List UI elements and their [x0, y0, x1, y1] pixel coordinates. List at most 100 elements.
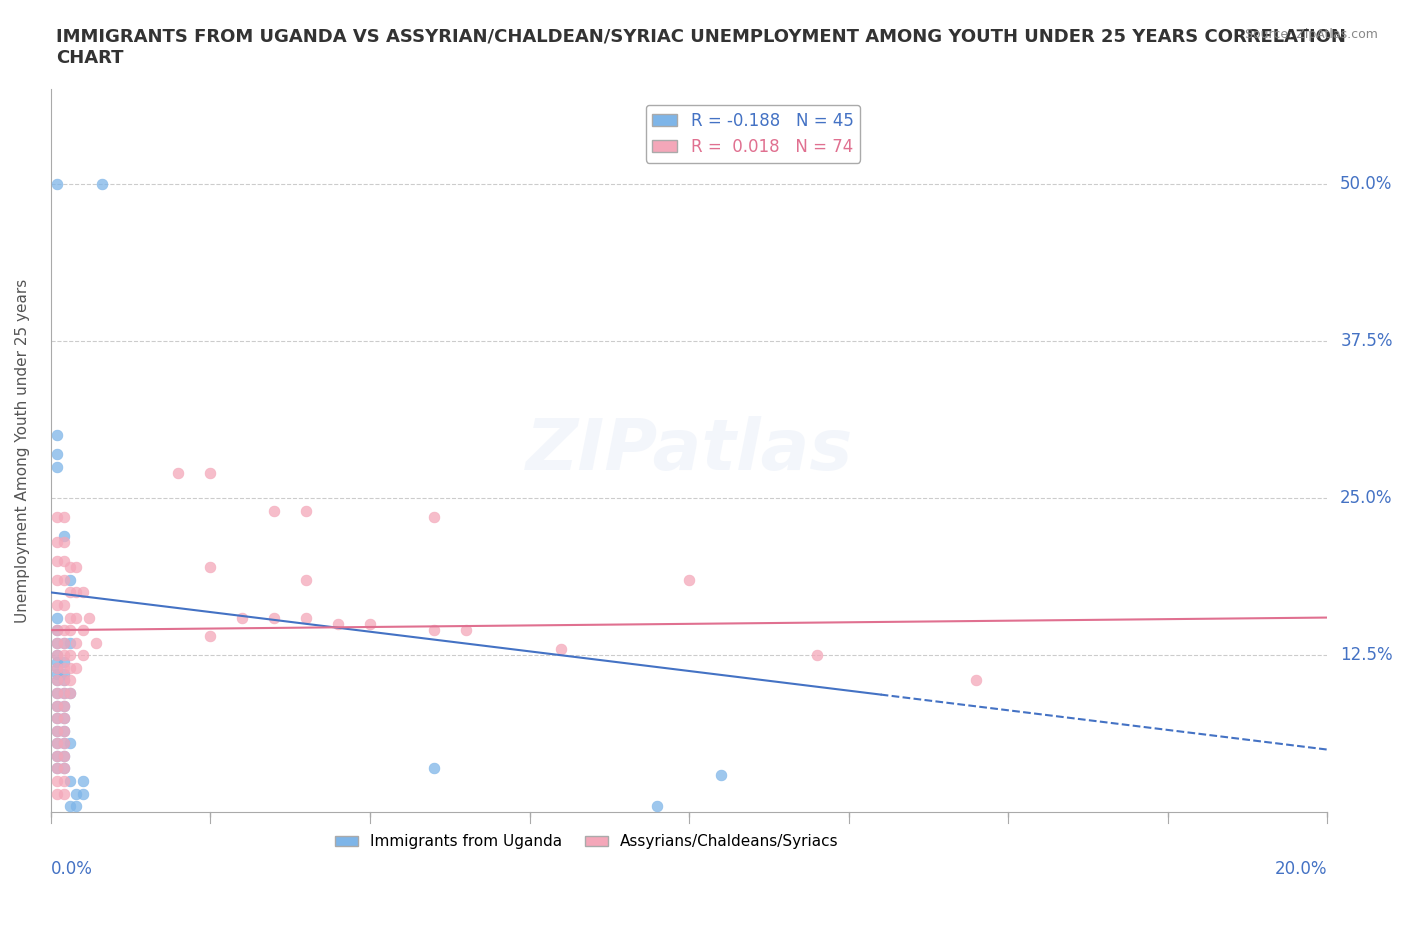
Text: Source: ZipAtlas.com: Source: ZipAtlas.com — [1244, 28, 1378, 41]
Point — [46, 635, 69, 650]
Y-axis label: Unemployment Among Youth under 25 years: Unemployment Among Youth under 25 years — [15, 279, 30, 623]
Point — [806, 648, 828, 663]
Point — [46, 446, 69, 461]
Point — [52, 572, 75, 587]
Point — [52, 648, 75, 663]
Legend: Immigrants from Uganda, Assyrians/Chaldeans/Syriacs: Immigrants from Uganda, Assyrians/Chalde… — [329, 829, 845, 856]
Point — [59, 685, 82, 700]
Point — [52, 654, 75, 669]
Point — [52, 761, 75, 776]
Point — [59, 560, 82, 575]
Text: 12.5%: 12.5% — [1340, 646, 1393, 664]
Point — [359, 617, 381, 631]
Point — [263, 610, 285, 625]
Text: 0.0%: 0.0% — [51, 860, 93, 878]
Point — [72, 648, 94, 663]
Point — [46, 572, 69, 587]
Text: 50.0%: 50.0% — [1340, 175, 1392, 193]
Point — [77, 610, 100, 625]
Point — [65, 635, 87, 650]
Point — [52, 553, 75, 568]
Point — [423, 623, 446, 638]
Point — [65, 585, 87, 600]
Text: 25.0%: 25.0% — [1340, 489, 1393, 507]
Point — [678, 572, 700, 587]
Point — [52, 786, 75, 801]
Point — [59, 736, 82, 751]
Point — [52, 535, 75, 550]
Point — [46, 459, 69, 474]
Point — [52, 711, 75, 725]
Point — [52, 724, 75, 738]
Point — [46, 623, 69, 638]
Point — [52, 685, 75, 700]
Point — [295, 572, 318, 587]
Point — [52, 667, 75, 682]
Point — [52, 749, 75, 764]
Point — [46, 711, 69, 725]
Point — [46, 774, 69, 789]
Point — [46, 553, 69, 568]
Point — [72, 786, 94, 801]
Point — [65, 786, 87, 801]
Point — [454, 623, 477, 638]
Text: 37.5%: 37.5% — [1340, 332, 1393, 350]
Point — [84, 635, 107, 650]
Point — [65, 799, 87, 814]
Point — [46, 749, 69, 764]
Point — [65, 560, 87, 575]
Point — [52, 598, 75, 613]
Point — [52, 698, 75, 713]
Point — [423, 510, 446, 525]
Point — [46, 685, 69, 700]
Point — [46, 698, 69, 713]
Point — [46, 535, 69, 550]
Text: 20.0%: 20.0% — [1275, 860, 1327, 878]
Point — [52, 673, 75, 688]
Point — [59, 648, 82, 663]
Point — [52, 635, 75, 650]
Point — [46, 610, 69, 625]
Point — [46, 761, 69, 776]
Point — [52, 774, 75, 789]
Point — [46, 711, 69, 725]
Point — [65, 610, 87, 625]
Point — [59, 799, 82, 814]
Point — [52, 510, 75, 525]
Point — [52, 660, 75, 675]
Point — [59, 635, 82, 650]
Point — [200, 560, 222, 575]
Point — [46, 736, 69, 751]
Point — [52, 724, 75, 738]
Point — [46, 786, 69, 801]
Point — [46, 761, 69, 776]
Point — [52, 673, 75, 688]
Point — [59, 610, 82, 625]
Point — [46, 660, 69, 675]
Point — [710, 767, 733, 782]
Point — [46, 667, 69, 682]
Point — [46, 648, 69, 663]
Point — [46, 698, 69, 713]
Point — [46, 598, 69, 613]
Point — [72, 774, 94, 789]
Point — [46, 623, 69, 638]
Point — [167, 466, 190, 481]
Point — [65, 660, 87, 675]
Point — [52, 635, 75, 650]
Point — [46, 510, 69, 525]
Point — [52, 761, 75, 776]
Point — [59, 774, 82, 789]
Point — [59, 572, 82, 587]
Point — [72, 623, 94, 638]
Point — [90, 177, 112, 192]
Point — [46, 428, 69, 443]
Point — [46, 736, 69, 751]
Point — [231, 610, 253, 625]
Point — [52, 698, 75, 713]
Point — [52, 736, 75, 751]
Point — [52, 685, 75, 700]
Point — [46, 654, 69, 669]
Text: ZIPatlas: ZIPatlas — [526, 417, 853, 485]
Point — [59, 585, 82, 600]
